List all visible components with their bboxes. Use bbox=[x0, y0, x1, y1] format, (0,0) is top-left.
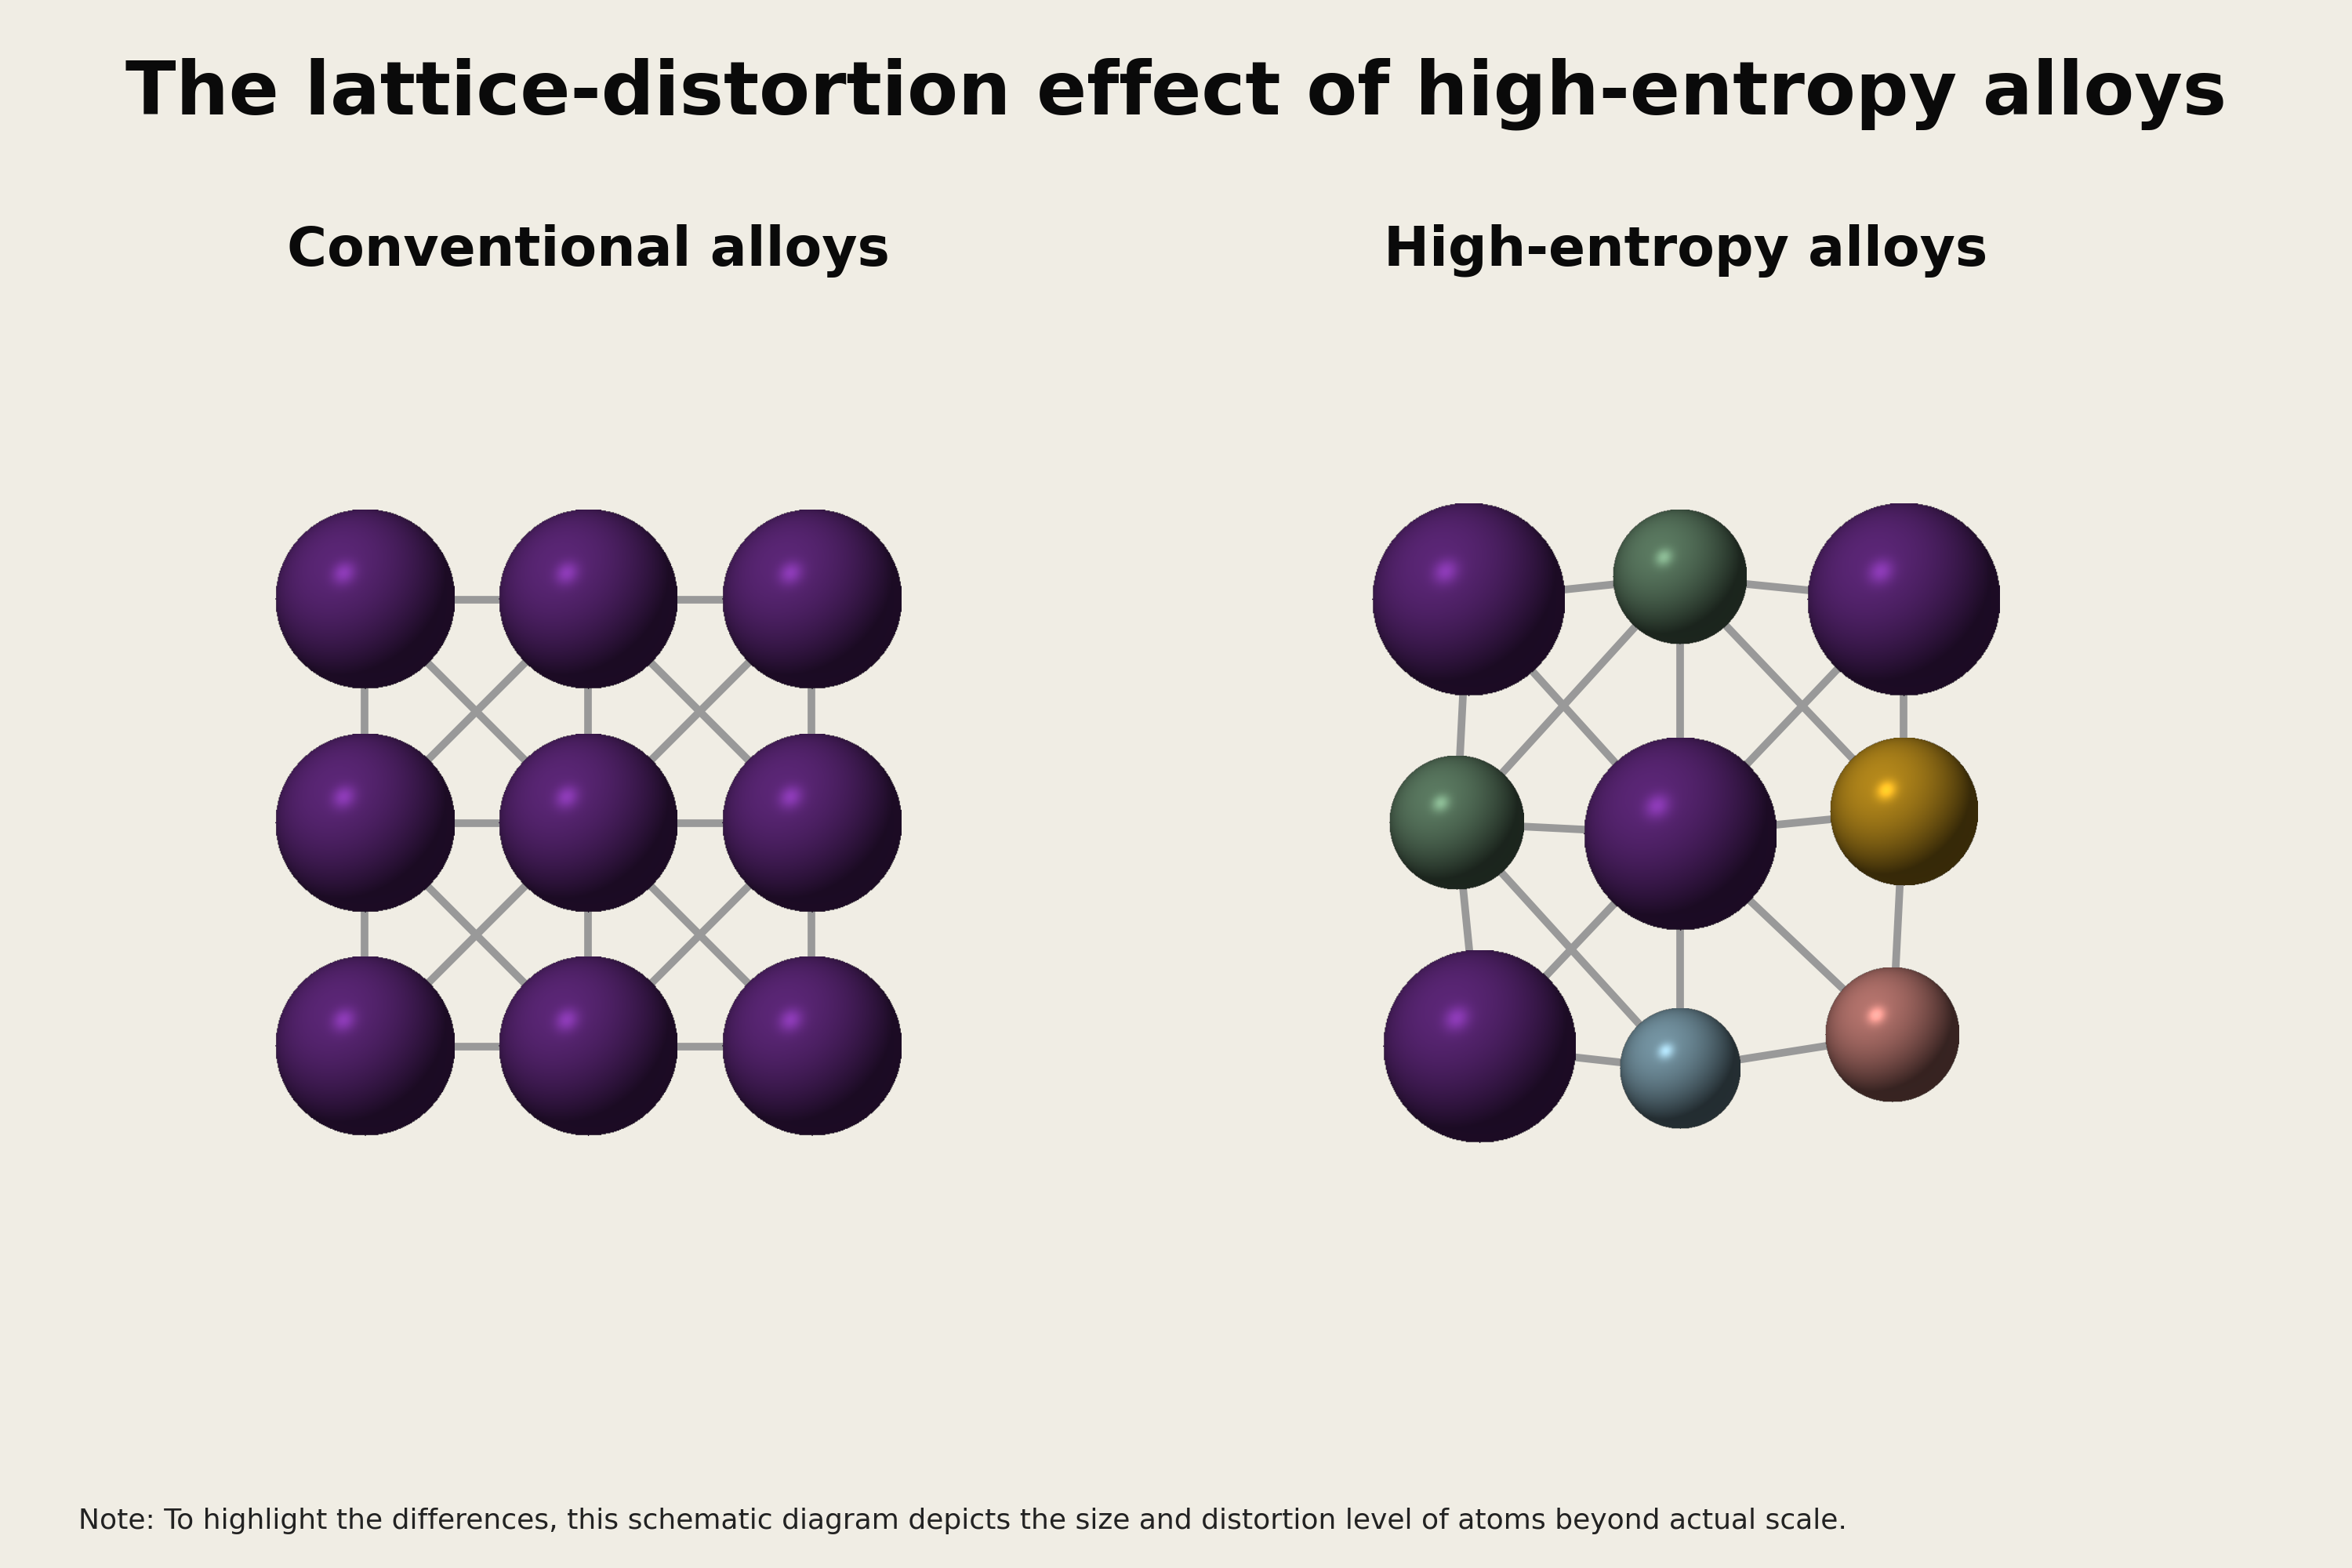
Text: Note: To highlight the differences, this schematic diagram depicts the size and : Note: To highlight the differences, this… bbox=[78, 1508, 1846, 1534]
Text: The lattice-distortion effect of high-entropy alloys: The lattice-distortion effect of high-en… bbox=[125, 58, 2227, 130]
Text: High-entropy alloys: High-entropy alloys bbox=[1383, 224, 1987, 278]
Text: Conventional alloys: Conventional alloys bbox=[287, 224, 889, 278]
